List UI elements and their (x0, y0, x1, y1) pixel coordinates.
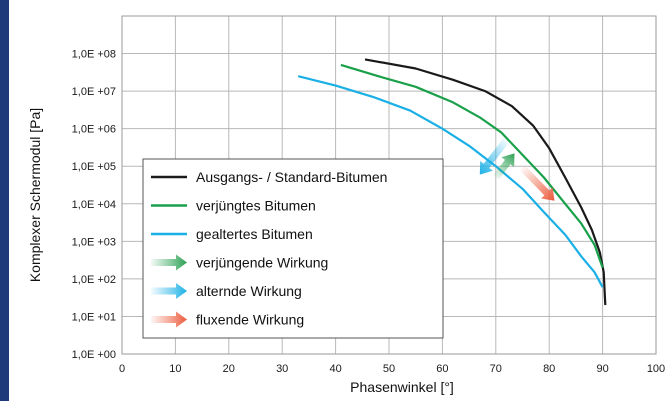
effect-arrow (493, 153, 515, 180)
x-tick-label: 0 (119, 363, 125, 375)
series-line (297, 75, 604, 288)
y-tick-label: 1,0E +06 (72, 124, 116, 136)
y-tick-label: 1,0E +01 (72, 311, 116, 323)
legend-arrow-swatch (151, 311, 187, 328)
legend-arrow-swatch (151, 283, 187, 299)
tick-labels: 0 10 20 30 40 50 60 70 80 90 100 1,0E +00 1,0E +01 1,… (72, 49, 666, 375)
x-tick-label: 60 (436, 363, 448, 375)
legend-label: gealtertes Bitumen (196, 226, 313, 242)
series-line (340, 63, 604, 268)
series-lines (297, 58, 607, 306)
y-tick-label: 1,0E +08 (72, 49, 116, 61)
y-tick-label: 1,0E +03 (72, 236, 116, 248)
legend-box (142, 158, 444, 339)
y-tick-label: 1,0E +04 (72, 199, 116, 211)
x-tick-label: 20 (223, 363, 235, 375)
y-tick-label: 1,0E +07 (72, 86, 116, 98)
x-tick-label: 50 (383, 363, 395, 375)
legend-label: verjüngende Wirkung (196, 255, 328, 271)
x-axis-title: Phasenwinkel [°] (350, 379, 454, 395)
legend: Ausgangs- / Standard-Bitumen verjüngtes B… (142, 158, 444, 339)
x-tick-label: 30 (276, 363, 288, 375)
legend-label: alternde Wirkung (196, 283, 302, 299)
effect-arrow (479, 137, 510, 175)
legend-label: fluxende Wirkung (196, 312, 304, 328)
legend-arrow-swatch (151, 254, 187, 271)
x-tick-label: 10 (169, 363, 181, 375)
series-line (364, 58, 607, 306)
x-tick-label: 80 (543, 363, 555, 375)
y-tick-label: 1,0E +02 (72, 274, 116, 286)
effect-arrow (520, 165, 555, 201)
left-accent-stripe (0, 0, 9, 401)
y-axis-title: Komplexer Schermodul [Pa] (27, 108, 43, 282)
legend-label: Ausgangs- / Standard-Bitumen (196, 169, 387, 185)
y-tick-label: 1,0E +00 (72, 349, 116, 361)
plot-border (121, 15, 657, 355)
x-tick-label: 70 (490, 363, 502, 375)
x-tick-label: 40 (329, 363, 341, 375)
x-tick-label: 90 (596, 363, 608, 375)
x-tick-label: 100 (647, 363, 665, 375)
legend-label: verjüngtes Bitumen (196, 198, 316, 214)
y-tick-label: 1,0E +05 (72, 161, 116, 173)
effect-arrows (479, 137, 555, 201)
